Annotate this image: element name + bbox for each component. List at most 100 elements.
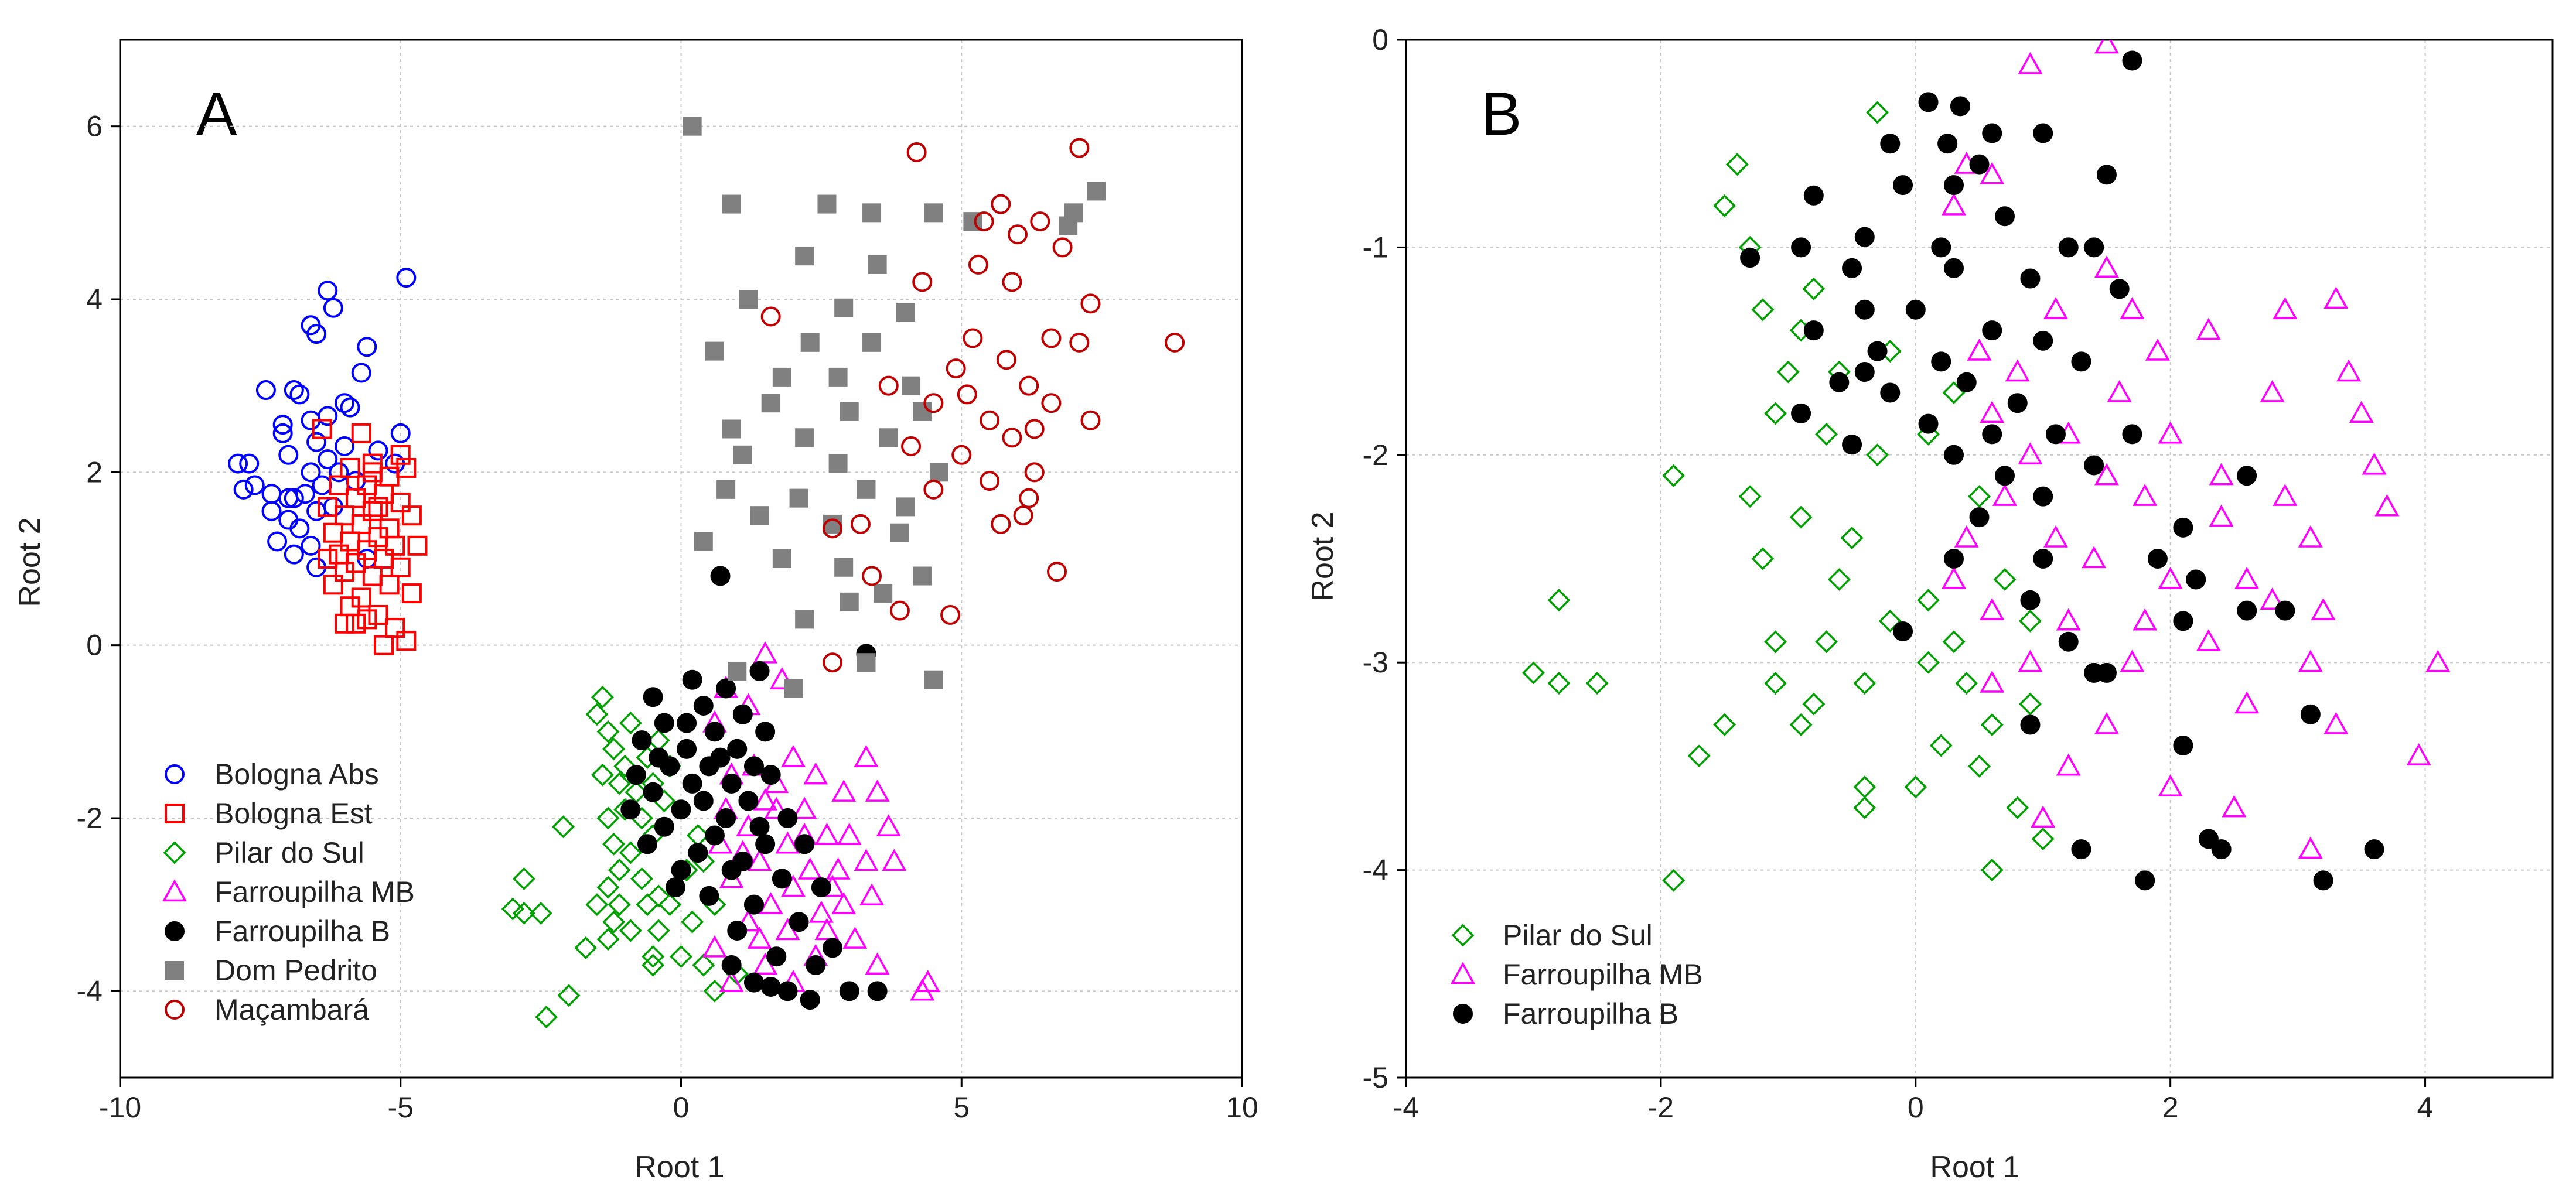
panel-b-y-axis-title: Root 2 (1306, 511, 1340, 601)
data-point-farroupilha-b (743, 972, 764, 993)
data-point-bologna-abs (272, 423, 293, 443)
data-point-bologna-abs (323, 298, 343, 318)
data-point-farroupilha-b (1842, 258, 1862, 278)
data-point-pilar-do-sul (1917, 651, 1940, 674)
data-point-pilar-do-sul (1725, 153, 1749, 176)
data-point-pilar-do-sul (1866, 101, 1889, 124)
data-point-farroupilha-mb (854, 745, 879, 767)
data-point-farroupilha-b (1854, 227, 1875, 247)
data-point-bologna-est (368, 497, 388, 517)
panel-a-x-tick-label: 0 (673, 1091, 690, 1124)
data-point-farroupilha-b (1854, 299, 1875, 320)
data-point-farroupilha-mb (1980, 597, 2005, 620)
data-point-bologna-abs (261, 501, 282, 521)
data-point-pilar-do-sul (551, 815, 575, 839)
data-point-farroupilha-mb (2120, 297, 2145, 319)
data-point-pilar-do-sul (1764, 672, 1787, 695)
data-point-farroupilha-b (2033, 330, 2053, 351)
data-point-macambara (823, 518, 843, 539)
data-point-bologna-abs (278, 445, 299, 465)
data-point-farroupilha-mb (736, 909, 761, 932)
data-point-farroupilha-b (1931, 351, 1951, 372)
data-point-macambara (1041, 328, 1062, 348)
data-point-dom-pedrito (868, 255, 887, 274)
data-point-farroupilha-mb (2094, 463, 2119, 486)
data-point-farroupilha-mb (2374, 494, 2400, 517)
data-point-pilar-do-sul (642, 945, 665, 968)
data-point-farroupilha-b (2173, 517, 2193, 538)
data-point-bologna-abs (301, 535, 321, 556)
data-point-farroupilha-mb (2158, 421, 2183, 444)
data-point-farroupilha-b (1994, 206, 2015, 227)
data-point-farroupilha-b (738, 791, 759, 811)
data-point-farroupilha-mb (910, 978, 935, 1001)
panel-a-y-axis-title: Root 2 (13, 517, 47, 607)
data-point-farroupilha-b (2173, 735, 2193, 755)
data-point-farroupilha-b (1867, 341, 1888, 361)
data-point-farroupilha-b (2020, 268, 2041, 289)
panel-b-legend: Pilar do Sul Farroupilha MB Farroupilha B (1451, 919, 1703, 1030)
data-point-macambara (1002, 428, 1022, 448)
data-point-macambara (1080, 293, 1101, 314)
data-point-farroupilha-mb (2209, 463, 2234, 486)
data-point-dom-pedrito (929, 463, 948, 482)
data-point-farroupilha-mb (2056, 608, 2081, 631)
data-point-farroupilha-mb (2298, 649, 2323, 672)
data-point-farroupilha-b (755, 834, 776, 854)
data-point-farroupilha-b (2122, 424, 2142, 445)
data-point-farroupilha-b (721, 773, 742, 794)
data-point-dom-pedrito (913, 402, 932, 421)
data-point-farroupilha-b (704, 722, 725, 742)
data-point-farroupilha-b (1880, 134, 1901, 154)
data-point-farroupilha-mb (2158, 566, 2183, 589)
panel-a-y-tick-label: -4 (77, 975, 103, 1007)
data-point-farroupilha-b (710, 747, 731, 768)
data-point-pilar-do-sul (1802, 692, 1826, 716)
data-point-pilar-do-sul (1904, 775, 1927, 799)
legend-label-pilar-do-sul: Pilar do Sul (214, 836, 364, 869)
panel-a-y-tick-label: 0 (86, 629, 103, 662)
data-point-pilar-do-sul (512, 867, 535, 890)
data-point-farroupilha-mb (2056, 753, 2081, 776)
data-point-macambara (980, 471, 1000, 491)
data-point-farroupilha-mb (1954, 525, 1979, 548)
data-point-pilar-do-sul (608, 859, 631, 882)
data-point-farroupilha-b (2237, 466, 2257, 486)
data-point-farroupilha-b (2122, 50, 2142, 71)
data-point-farroupilha-b (2020, 590, 2041, 610)
data-point-pilar-do-sul (1929, 734, 1953, 757)
data-point-farroupilha-b (1969, 507, 1990, 528)
data-point-bologna-est (357, 609, 377, 630)
data-point-farroupilha-mb (2362, 452, 2387, 475)
data-point-farroupilha-mb (1980, 162, 2005, 184)
legend-marker-macambara (165, 1000, 185, 1020)
data-point-pilar-do-sul (535, 1006, 558, 1029)
legend-label-dom-pedrito: Dom Pedrito (214, 954, 377, 987)
data-point-bologna-abs (335, 436, 354, 457)
data-point-farroupilha-b (2096, 165, 2117, 185)
data-point-farroupilha-b (2084, 237, 2104, 258)
data-point-dom-pedrito (890, 523, 909, 542)
data-point-pilar-do-sul (602, 832, 626, 856)
legend-marker-farroupilha-mb (162, 879, 187, 902)
data-point-farroupilha-b (2033, 486, 2053, 507)
panel-b-x-tick-label: -2 (1648, 1091, 1674, 1124)
data-point-farroupilha-mb (764, 796, 789, 819)
data-point-dom-pedrito (772, 549, 791, 568)
data-point-farroupilha-mb (2158, 774, 2183, 796)
data-point-dom-pedrito (1087, 182, 1106, 201)
data-point-macambara (862, 566, 882, 586)
legend-marker-farroupilha-mb (1451, 962, 1475, 984)
data-point-bologna-est (351, 423, 371, 443)
data-point-macambara (901, 436, 922, 457)
data-point-farroupilha-mb (865, 780, 890, 802)
data-point-bologna-abs (390, 423, 411, 443)
data-point-farroupilha-b (1969, 154, 1990, 175)
data-point-farroupilha-mb (1942, 193, 1966, 216)
data-point-pilar-do-sul (1802, 277, 1826, 300)
data-point-farroupilha-b (2109, 279, 2130, 299)
data-point-macambara (1008, 224, 1028, 245)
data-point-bologna-est (368, 604, 388, 625)
data-point-farroupilha-mb (775, 831, 800, 854)
data-point-farroupilha-mb (2018, 442, 2043, 464)
